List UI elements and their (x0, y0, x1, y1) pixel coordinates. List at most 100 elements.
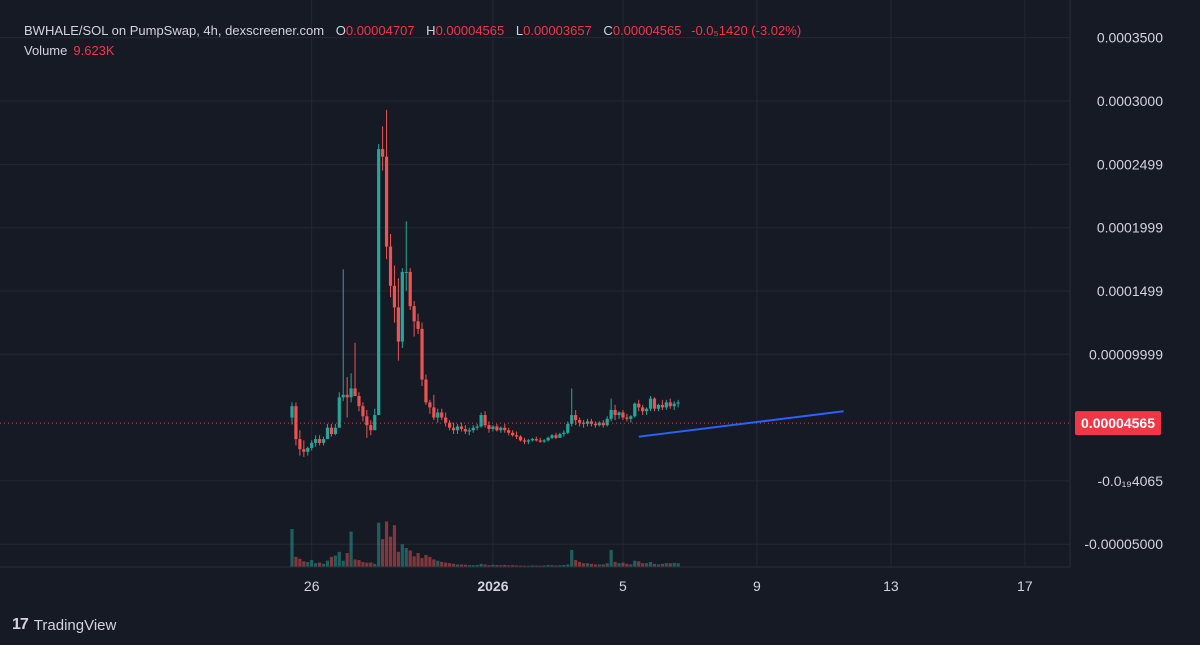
tradingview-logo-icon: 17 (12, 616, 29, 633)
brand-name: TradingView (33, 616, 117, 634)
candle-body (522, 440, 527, 442)
volume-bar (652, 563, 657, 567)
volume-bar (298, 558, 302, 567)
volume-bar (412, 556, 416, 567)
volume-bar (337, 551, 341, 567)
candle-body (589, 421, 594, 424)
volume-bar (637, 561, 641, 567)
volume-bar (416, 553, 420, 567)
candle-body (530, 439, 534, 441)
high-value: 0.00004565 (435, 23, 505, 38)
volume-bar (558, 565, 562, 567)
volume-bar (388, 536, 393, 567)
volume-bar (361, 561, 365, 567)
candle-body (408, 271, 412, 307)
tradingview-brand[interactable]: 17 TradingView (12, 616, 116, 634)
volume-bar (625, 563, 629, 567)
volume-bar (522, 565, 527, 567)
volume-bar (570, 549, 574, 567)
volume-bar (518, 565, 523, 567)
volume-bar (440, 561, 444, 567)
candle-body (325, 427, 330, 440)
volume-bar (542, 565, 546, 567)
candle-body (381, 149, 385, 157)
candle-body (581, 422, 586, 424)
time-axis[interactable]: 26 2026 5 9 13 17 (0, 566, 1070, 594)
candle-body (377, 149, 381, 416)
volume-bar (479, 563, 483, 567)
volume-bar (451, 563, 456, 567)
volume-bar (306, 561, 310, 567)
volume-bar (593, 564, 597, 567)
volume-bar (648, 561, 653, 567)
volume-legend: Volume 9.623K (24, 43, 115, 58)
volume-bar (436, 560, 440, 567)
volume-bar (629, 564, 633, 567)
candle-body (400, 271, 404, 342)
candle-body (645, 408, 649, 412)
volume-bar (432, 559, 436, 567)
volume-bar (633, 560, 637, 567)
volume-bar (404, 548, 408, 567)
volume-bar (396, 551, 400, 567)
candle-body (349, 388, 353, 398)
candle-body (373, 415, 377, 431)
y-tick-label: -0.0₁₉4065 (1097, 473, 1163, 489)
last-price-label: 0.00004565 (1081, 415, 1155, 431)
candle-body (641, 407, 645, 412)
x-tick-label: 2026 (477, 578, 508, 594)
candle-body (329, 427, 333, 435)
candle-body (471, 427, 475, 431)
volume-bar (392, 525, 397, 567)
chart-overlay (0, 410, 1070, 438)
close-value: 0.00004565 (612, 23, 682, 38)
candle-body (440, 412, 444, 418)
y-tick-label: 0.0002499 (1097, 156, 1163, 172)
volume-bar (420, 558, 424, 567)
candle-body (483, 415, 487, 426)
candle-body (574, 415, 578, 421)
x-tick-label: 26 (304, 578, 320, 594)
volume-bar (475, 564, 479, 567)
candle-body (392, 285, 397, 308)
volume-bar (534, 565, 538, 567)
candle-body (668, 402, 672, 407)
volume-bar (589, 563, 594, 567)
candle-body (298, 439, 302, 450)
x-tick-label: 13 (883, 578, 899, 594)
candle-body (353, 388, 357, 397)
candle-body (404, 271, 408, 273)
candle-body (578, 420, 582, 423)
candle-body (676, 402, 680, 404)
candle-body (306, 447, 310, 452)
candle-body (451, 427, 456, 431)
candle-body (495, 426, 499, 431)
high-label: H (426, 23, 436, 38)
candle-body (444, 417, 448, 423)
candle-body (597, 422, 601, 426)
volume-bar (507, 565, 511, 567)
volume-bar (317, 562, 322, 567)
volume-bar (353, 559, 357, 567)
trendline (638, 410, 844, 438)
volume-bar (645, 563, 649, 567)
volume-bar (621, 562, 625, 567)
close-label: C (603, 23, 613, 38)
volume-bar (495, 565, 499, 567)
candle-body (499, 427, 503, 431)
volume-bar (463, 564, 467, 567)
symbol-title: BWHALE/SOL on PumpSwap, 4h, dexscreener.… (24, 23, 325, 38)
volume-bar (483, 564, 487, 567)
candle-body (491, 426, 495, 429)
candle-body (609, 409, 613, 419)
candle-body (542, 440, 546, 442)
volume-bar (357, 560, 361, 567)
candle-body (511, 432, 515, 436)
volume-bar (526, 565, 530, 567)
volume-bar (546, 565, 550, 567)
candle-body (310, 442, 314, 448)
price-axis[interactable]: 0.0003500 0.0003000 0.0002499 0.0001999 0.00… (1069, 0, 1163, 567)
volume-bar (294, 556, 298, 567)
volume-bar (341, 560, 345, 567)
